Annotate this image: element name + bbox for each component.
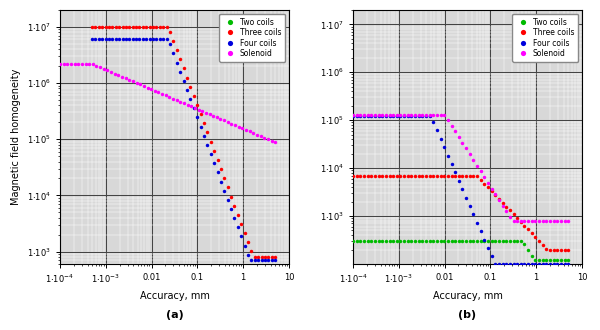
- Four coils: [386, 115, 393, 118]
- Three coils: [156, 25, 163, 29]
- Three coils: [419, 174, 426, 178]
- Solenoid: [386, 113, 393, 117]
- Line: Two coils: Two coils: [352, 239, 570, 262]
- Solenoid: [93, 64, 100, 68]
- Two coils: [349, 239, 356, 243]
- Solenoid: [510, 219, 517, 223]
- Solenoid: [130, 79, 137, 83]
- Y-axis label: Magnetic field homogeneity: Magnetic field homogeneity: [11, 69, 21, 205]
- Four coils: [491, 262, 499, 266]
- Four coils: [122, 37, 130, 41]
- Text: (a): (a): [166, 310, 184, 320]
- Two coils: [412, 239, 419, 243]
- Line: Solenoid: Solenoid: [352, 113, 570, 222]
- Solenoid: [419, 113, 426, 117]
- Four coils: [109, 37, 116, 41]
- Three coils: [565, 248, 572, 251]
- Line: Three coils: Three coils: [352, 174, 570, 251]
- Three coils: [133, 25, 140, 29]
- Solenoid: [272, 141, 279, 145]
- Three coils: [484, 185, 491, 189]
- Solenoid: [565, 219, 572, 223]
- Legend: Two coils, Three coils, Four coils, Solenoid: Two coils, Three coils, Four coils, Sole…: [512, 14, 578, 62]
- Legend: Two coils, Three coils, Four coils, Solenoid: Two coils, Three coils, Four coils, Sole…: [219, 14, 285, 62]
- Solenoid: [412, 113, 419, 117]
- X-axis label: Accuracy, mm: Accuracy, mm: [433, 291, 502, 301]
- Three coils: [547, 248, 554, 251]
- Two coils: [565, 258, 572, 262]
- Solenoid: [191, 106, 199, 110]
- Three coils: [386, 174, 393, 178]
- Four coils: [349, 115, 356, 118]
- Solenoid: [111, 72, 118, 76]
- Four coils: [412, 115, 419, 118]
- Three coils: [404, 174, 412, 178]
- Three coils: [349, 174, 356, 178]
- Four coils: [248, 258, 255, 262]
- Line: Three coils: Three coils: [90, 25, 277, 259]
- Three coils: [268, 255, 275, 259]
- Four coils: [272, 258, 279, 262]
- Four coils: [422, 115, 430, 118]
- Solenoid: [125, 78, 133, 82]
- Solenoid: [404, 113, 412, 117]
- Three coils: [272, 255, 279, 259]
- Three coils: [412, 174, 419, 178]
- X-axis label: Accuracy, mm: Accuracy, mm: [140, 291, 209, 301]
- Two coils: [422, 239, 430, 243]
- Line: Solenoid: Solenoid: [58, 62, 277, 144]
- Three coils: [122, 25, 130, 29]
- Four coils: [254, 258, 262, 262]
- Line: Four coils: Four coils: [352, 115, 570, 266]
- Four coils: [156, 37, 163, 41]
- Two coils: [386, 239, 393, 243]
- Solenoid: [349, 113, 356, 117]
- Four coils: [419, 115, 426, 118]
- Two coils: [404, 239, 412, 243]
- Four coils: [133, 37, 140, 41]
- Three coils: [254, 255, 262, 259]
- Solenoid: [422, 113, 430, 117]
- Line: Four coils: Four coils: [90, 38, 277, 262]
- Two coils: [484, 239, 491, 243]
- Three coils: [88, 25, 95, 29]
- Two coils: [272, 308, 279, 312]
- Four coils: [268, 258, 275, 262]
- Four coils: [88, 37, 95, 41]
- Solenoid: [118, 75, 125, 79]
- Three coils: [251, 255, 259, 259]
- Four coils: [565, 262, 572, 266]
- Three coils: [109, 25, 116, 29]
- Four coils: [484, 246, 491, 250]
- Two coils: [532, 258, 539, 262]
- Line: Two coils: Two coils: [58, 309, 277, 330]
- Text: (b): (b): [458, 310, 476, 320]
- Two coils: [419, 239, 426, 243]
- Solenoid: [484, 181, 491, 185]
- Solenoid: [56, 62, 64, 66]
- Three coils: [422, 174, 430, 178]
- Four coils: [404, 115, 412, 118]
